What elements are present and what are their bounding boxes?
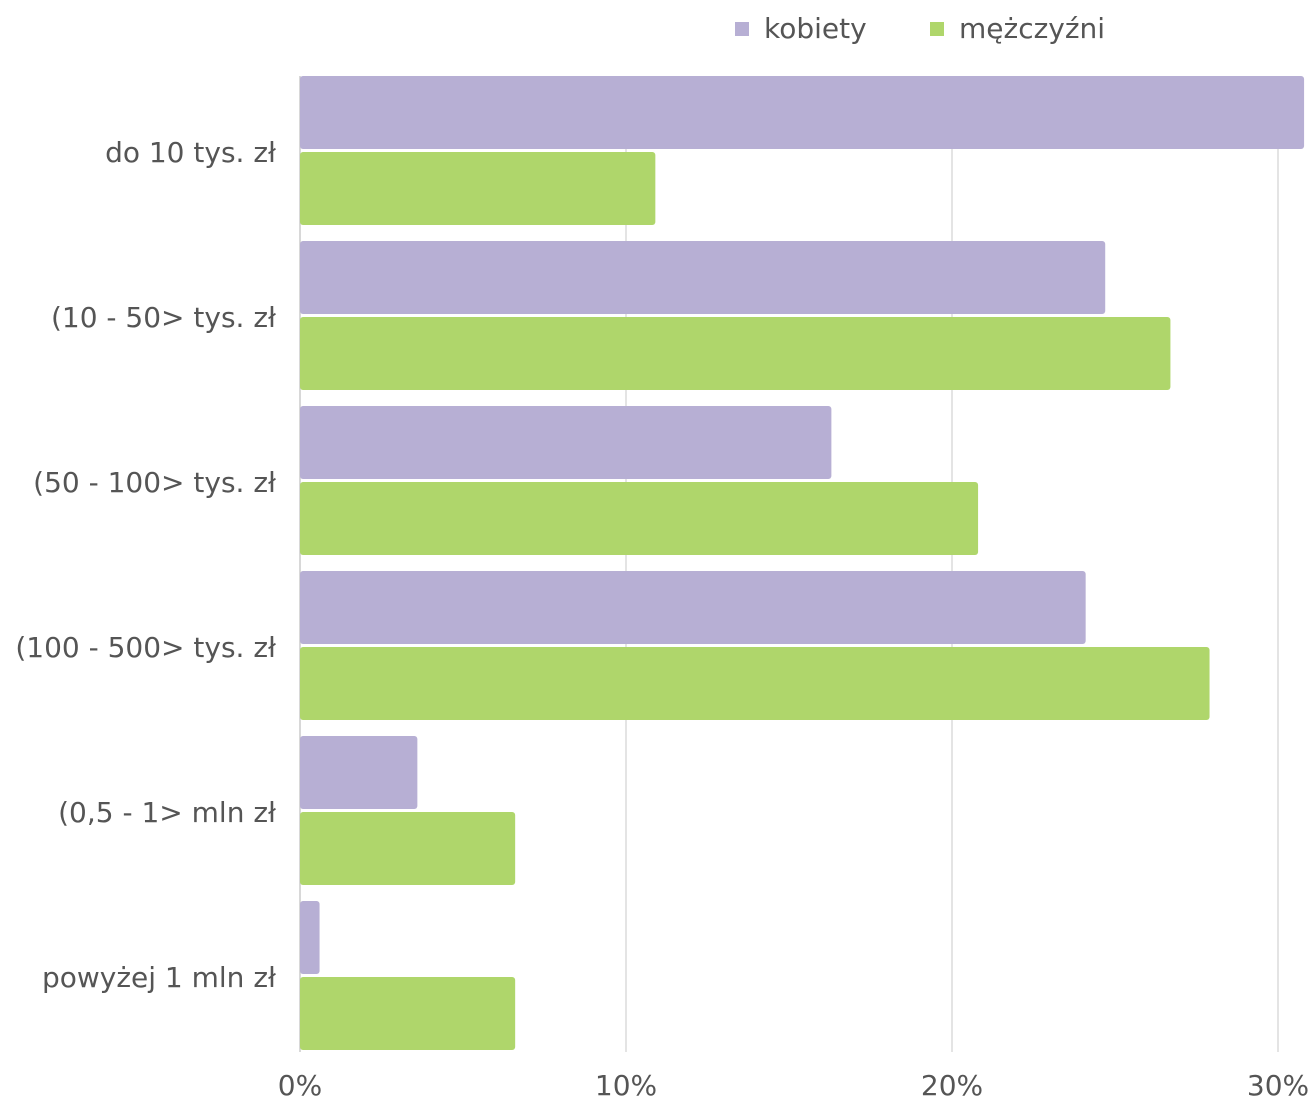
x-tick-label: 30% xyxy=(1247,1069,1309,1101)
legend-swatch xyxy=(930,22,944,36)
bar xyxy=(300,812,516,885)
bar xyxy=(300,977,516,1050)
y-tick-label: (50 - 100> tys. zł xyxy=(33,466,276,499)
y-tick-label: powyżej 1 mln zł xyxy=(42,961,276,994)
y-tick-label: (0,5 - 1> mln zł xyxy=(58,796,276,829)
x-tick-label: 10% xyxy=(595,1069,657,1101)
y-tick-label: (100 - 500> tys. zł xyxy=(15,631,276,664)
bar xyxy=(300,736,418,809)
bar xyxy=(300,647,1210,720)
y-tick-label: do 10 tys. zł xyxy=(105,136,276,169)
legend-swatch xyxy=(735,22,749,36)
bar xyxy=(300,76,1305,149)
bar xyxy=(300,571,1086,644)
bar xyxy=(300,317,1171,390)
bar xyxy=(300,241,1106,314)
x-tick-label: 20% xyxy=(921,1069,983,1101)
legend-label: mężczyźni xyxy=(959,12,1105,45)
bar xyxy=(300,152,656,225)
bar xyxy=(300,406,832,479)
bar xyxy=(300,901,320,974)
legend-label: kobiety xyxy=(764,12,867,45)
y-tick-label: (10 - 50> tys. zł xyxy=(51,301,276,334)
bar xyxy=(300,482,979,555)
x-tick-label: 0% xyxy=(278,1069,322,1101)
